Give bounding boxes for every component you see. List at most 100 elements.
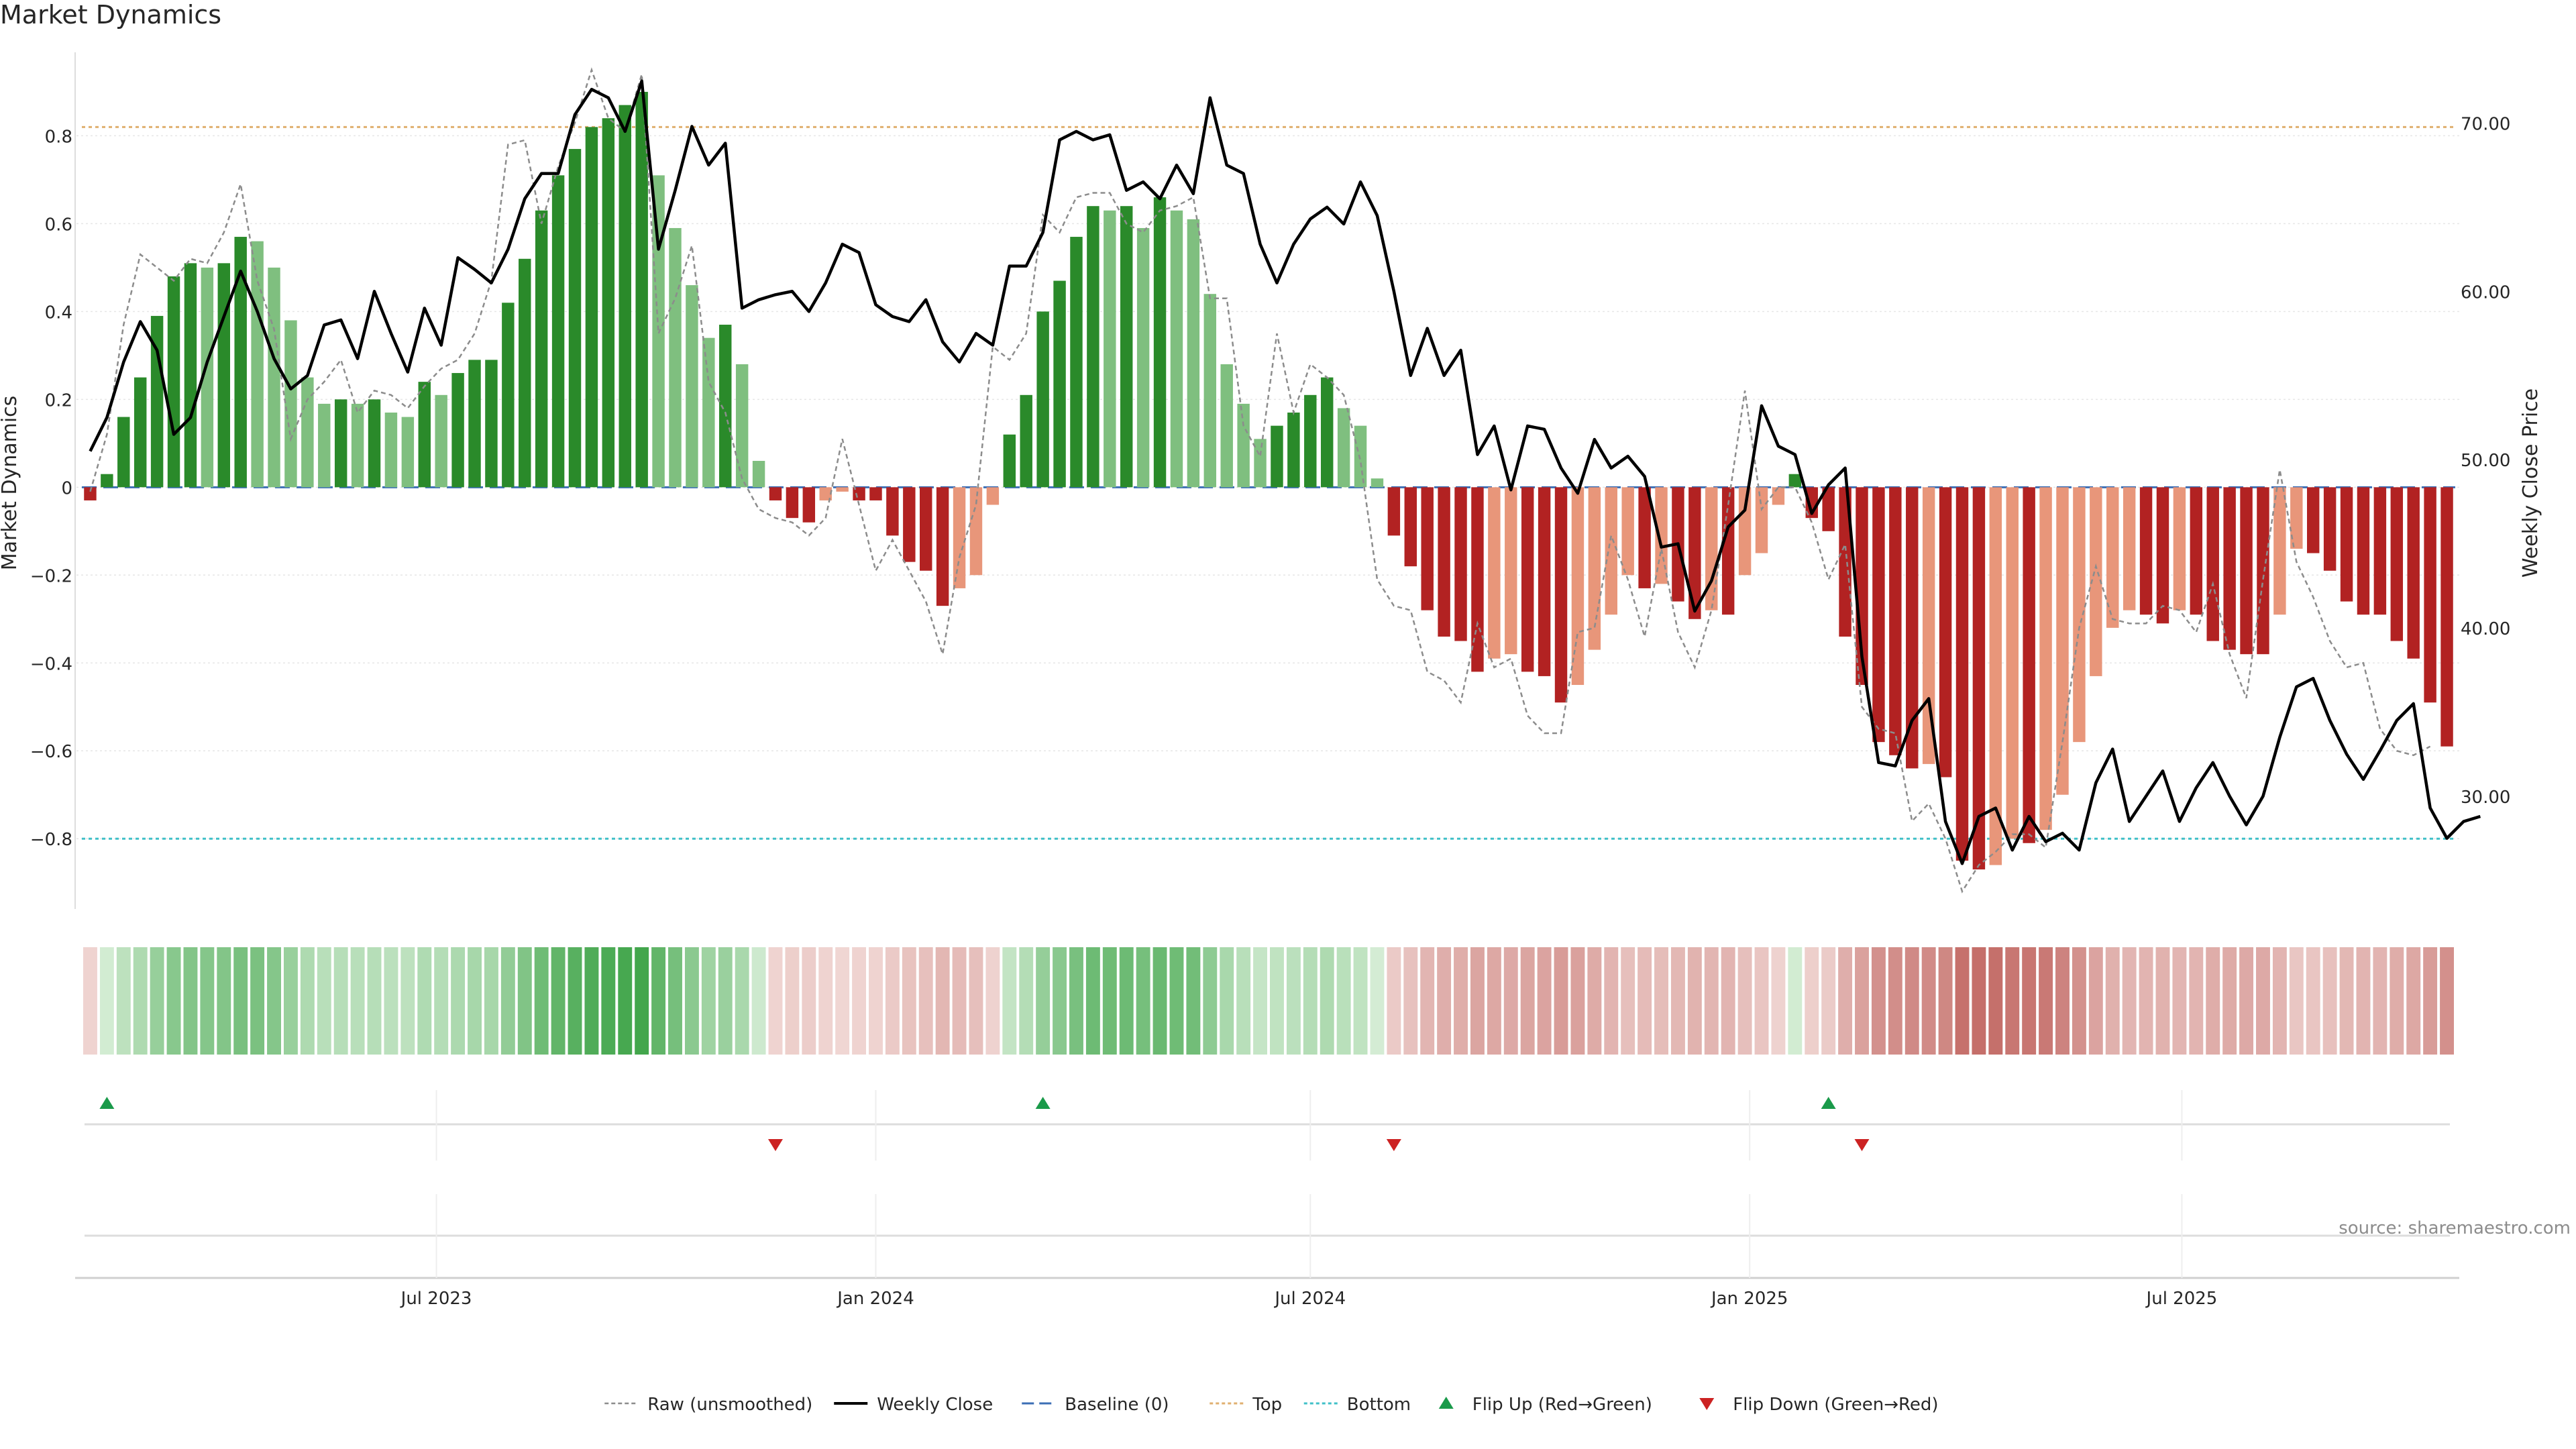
heat-cell [818, 947, 833, 1055]
y2-tick-label: 40.00 [2461, 619, 2510, 639]
heat-cell [1152, 947, 1167, 1055]
heat-cell [434, 947, 449, 1055]
dynamics-bar [986, 487, 1000, 505]
heat-cell [1387, 947, 1401, 1055]
heat-cell [1670, 947, 1685, 1055]
legend-label: Raw (unsmoothed) [647, 1395, 812, 1415]
heat-cell [2440, 947, 2454, 1055]
dynamics-bar [2123, 487, 2136, 610]
dynamics-bar [1003, 434, 1016, 488]
heat-cell [1938, 947, 1953, 1055]
dynamics-bar [117, 417, 130, 488]
dynamics-bar [1104, 210, 1116, 488]
dynamics-bar [2424, 487, 2436, 703]
dynamics-bar [1621, 487, 1634, 576]
heat-cell [2206, 947, 2220, 1055]
flip-up-marker [99, 1097, 115, 1109]
dynamics-bar [853, 487, 865, 500]
heat-cell [1888, 947, 1902, 1055]
heat-cell [918, 947, 933, 1055]
legend-label: Flip Up (Red→Green) [1472, 1395, 1652, 1415]
dynamics-bar [2390, 487, 2404, 641]
dynamics-bar [920, 487, 932, 571]
heat-cell [2322, 947, 2337, 1055]
heat-cell [1102, 947, 1117, 1055]
heat-cell [985, 947, 1000, 1055]
heat-cell [969, 947, 983, 1055]
heat-cell [2373, 947, 2387, 1055]
dynamics-bar [1404, 487, 1417, 567]
heat-cell [1604, 947, 1619, 1055]
heat-cell [1871, 947, 1886, 1055]
dynamics-bar [752, 461, 765, 488]
dynamics-bar [819, 487, 832, 500]
dynamics-bar [1505, 487, 1517, 655]
dynamics-bar [1788, 474, 1802, 488]
heat-cell [735, 947, 749, 1055]
heat-cell [83, 947, 97, 1055]
heat-cell [751, 947, 766, 1055]
dynamics-bar [485, 360, 498, 488]
heat-cell [451, 947, 466, 1055]
heat-cell [116, 947, 131, 1055]
legend-item: Baseline (0) [1022, 1395, 1169, 1415]
heat-cell [1403, 947, 1418, 1055]
flip-up-marker [1035, 1097, 1051, 1109]
heat-cell [333, 947, 348, 1055]
heat-cell [852, 947, 867, 1055]
heat-cell [2088, 947, 2103, 1055]
dynamics-bar [2290, 487, 2303, 549]
weekly-close-line [89, 79, 2481, 865]
dynamics-bar [334, 399, 347, 488]
heat-cell [1788, 947, 1803, 1055]
dynamics-bar [301, 377, 314, 488]
heat-cell [551, 947, 566, 1055]
dynamics-bar [1738, 487, 1752, 576]
y2-tick-label: 50.00 [2461, 451, 2510, 471]
heat-cell [1036, 947, 1051, 1055]
legend-label: Bottom [1347, 1395, 1411, 1415]
heat-cell [1721, 947, 1735, 1055]
dynamics-bar [2357, 487, 2370, 615]
heat-cell [1638, 947, 1652, 1055]
dynamics-bar [719, 325, 732, 488]
legend-item: Weekly Close [834, 1395, 993, 1415]
dynamics-bar [1839, 487, 1851, 637]
dynamics-bar [1153, 197, 1167, 488]
dynamics-bar [1889, 487, 1902, 755]
heat-cell [166, 947, 181, 1055]
heat-cell [1085, 947, 1100, 1055]
heat-cell [2072, 947, 2086, 1055]
heat-cell [484, 947, 498, 1055]
heat-cell [618, 947, 633, 1055]
y-tick-label: 0.2 [45, 390, 72, 411]
heat-cell [1353, 947, 1368, 1055]
dynamics-bar [1822, 487, 1835, 531]
heat-cell [2222, 947, 2237, 1055]
dynamics-bar [551, 175, 565, 488]
dynamics-bar [384, 412, 398, 488]
legend-item: Bottom [1303, 1395, 1411, 1415]
heat-cell [2256, 947, 2270, 1055]
dynamics-bar [568, 149, 582, 488]
heat-cell [885, 947, 900, 1055]
legend: Raw (unsmoothed) Weekly Close Baseline (0)… [604, 1395, 1939, 1415]
dynamics-bar [368, 399, 381, 488]
dynamics-bar [2273, 487, 2286, 615]
heat-cell [2239, 947, 2254, 1055]
heat-cell [1988, 947, 2003, 1055]
heat-cell [802, 947, 816, 1055]
heat-cell [1921, 947, 1936, 1055]
dynamics-bar [1705, 487, 1718, 610]
x-tick-label: Jan 2024 [836, 1289, 914, 1309]
flip-down-marker [1854, 1139, 1870, 1151]
x-tick-label: Jan 2025 [1710, 1289, 1788, 1309]
heat-cell [1587, 947, 1602, 1055]
x-tick-label: Jul 2025 [2145, 1289, 2218, 1309]
dynamics-bar [686, 285, 698, 488]
dynamics-bar [84, 487, 97, 500]
heat-cell [1537, 947, 1552, 1055]
heat-cell [1771, 947, 1786, 1055]
dynamics-bar [1721, 487, 1735, 615]
series-lines [89, 67, 2481, 894]
